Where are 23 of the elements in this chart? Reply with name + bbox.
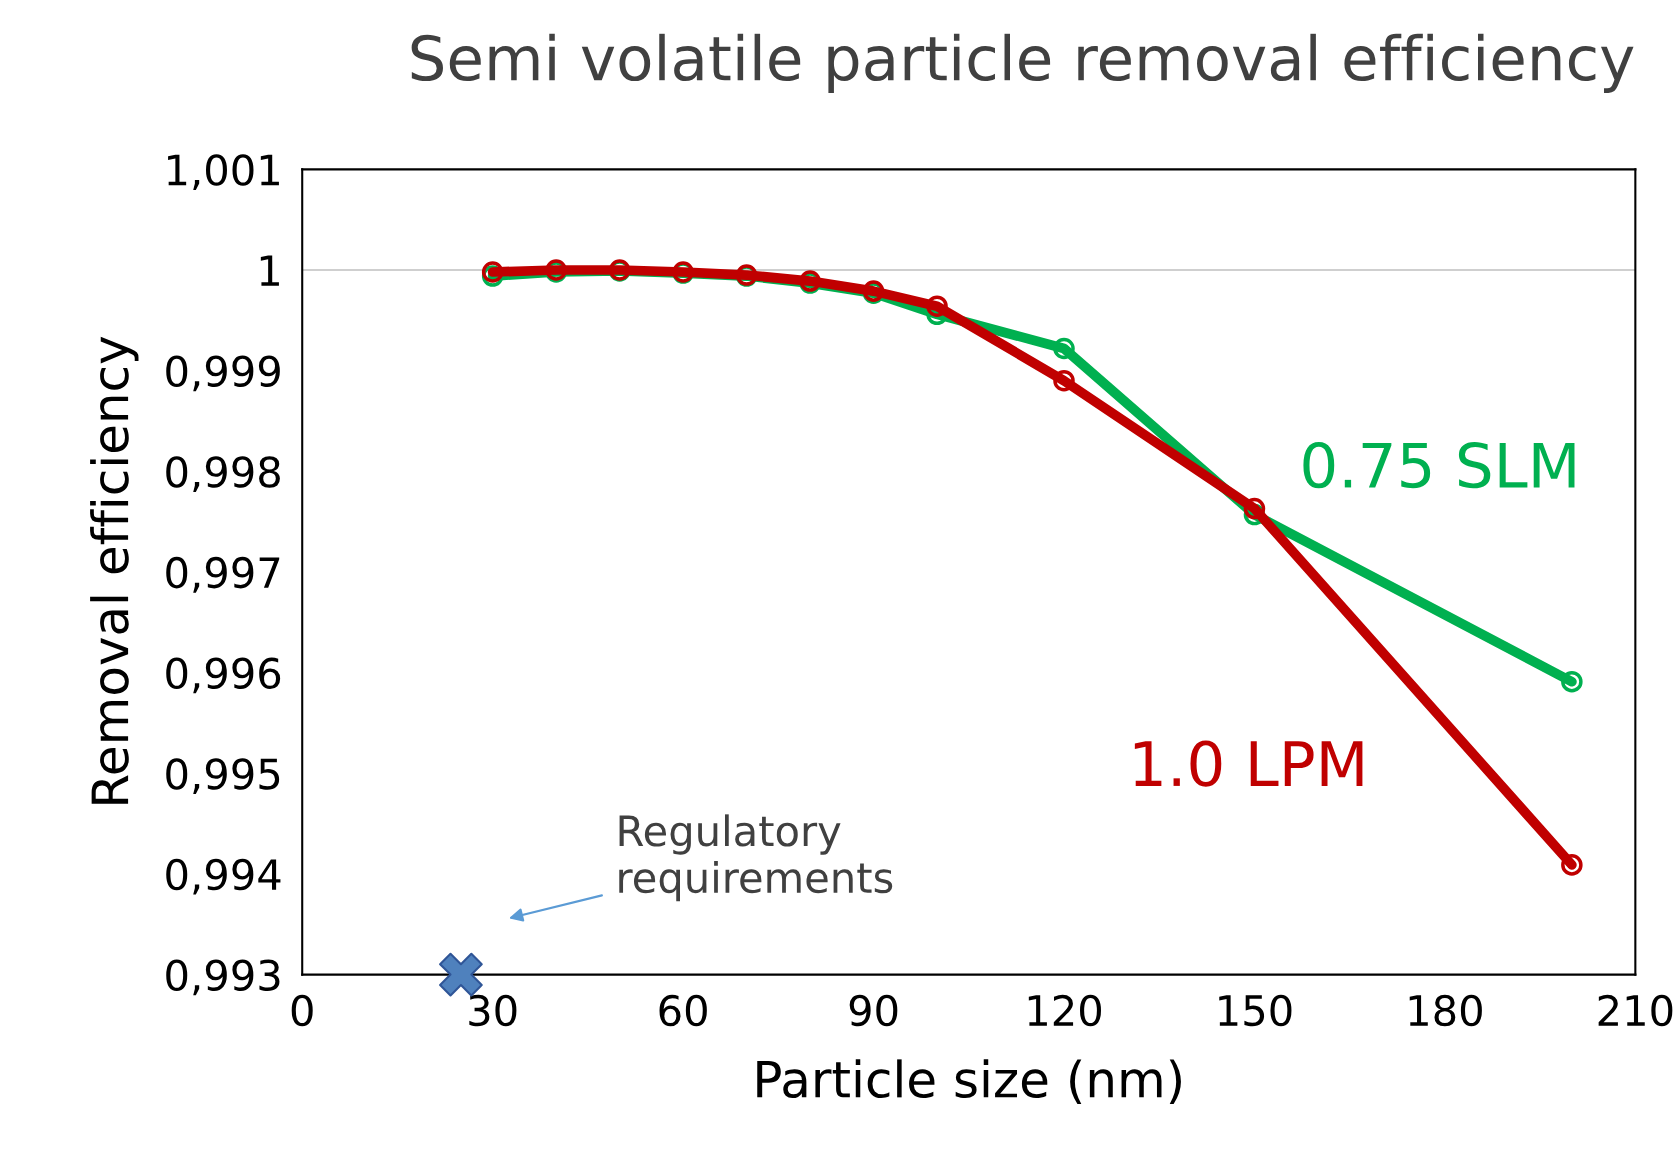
x-tick-label: 30 [469, 994, 517, 1027]
y-axis-title: Removal efficiency [90, 336, 139, 804]
series-label: 0.75 SLM [1303, 442, 1575, 489]
x-tick-label: 180 [1409, 994, 1482, 1027]
y-tick-label: 0,998 [166, 456, 280, 492]
y-tick-label: 1,001 [168, 154, 279, 191]
y-tick-label: 1 [260, 255, 279, 286]
y-tick-label: 0,993 [166, 959, 280, 996]
y-tick-label: 0,995 [166, 758, 280, 794]
y-tick-label: 0,997 [166, 556, 280, 593]
x-tick-label: 60 [659, 994, 707, 1027]
y-tick-label: 0,994 [166, 858, 281, 895]
x-tick-label: 90 [849, 994, 898, 1027]
x-tick-label: 0 [291, 994, 313, 1027]
x-tick-label: 150 [1219, 994, 1292, 1027]
x-tick-label: 120 [1028, 994, 1101, 1027]
x-axis-title: Particle size (nm) [757, 1059, 1181, 1104]
chart-title: Semi volatile particle removal efficiency [411, 33, 1634, 93]
x-tick-label: 210 [1598, 994, 1673, 1027]
annotation: Regulatory requirements [619, 814, 893, 902]
y-tick-label: 0,996 [166, 657, 281, 694]
series-label: 1.0 LPM [1134, 740, 1363, 787]
y-tick-label: 0,999 [166, 355, 280, 392]
